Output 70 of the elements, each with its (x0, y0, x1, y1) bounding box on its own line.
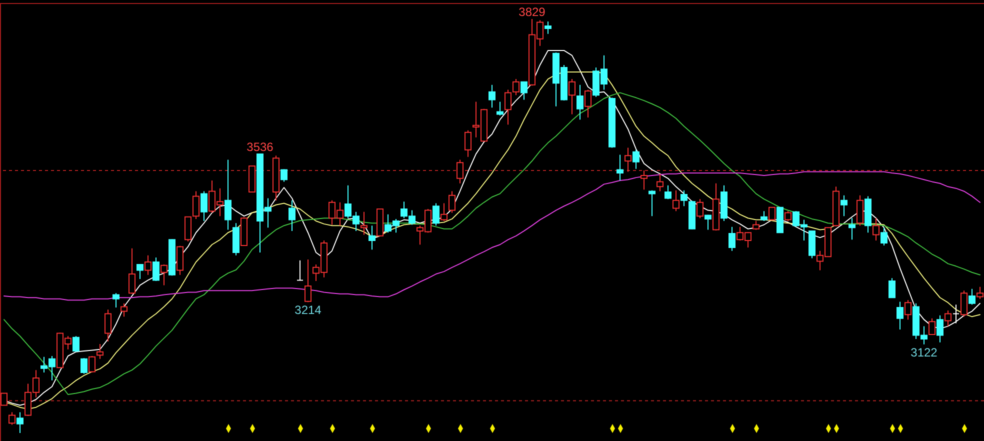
candlestick (856, 194, 864, 226)
candlestick (160, 264, 168, 286)
candlestick (128, 248, 136, 294)
candlestick (72, 336, 80, 352)
candlestick (200, 190, 208, 222)
candlestick (784, 210, 792, 222)
candlestick (936, 314, 944, 343)
candlestick (88, 355, 96, 374)
annotation: 3122 (910, 345, 938, 360)
candlestick (520, 81, 528, 100)
candlestick (576, 84, 584, 120)
candlestick (584, 89, 592, 118)
candlestick (224, 159, 232, 230)
candlestick (760, 210, 768, 222)
candlestick (616, 154, 624, 181)
candlestick (304, 259, 312, 303)
candlestick (904, 300, 912, 320)
annotation: 3536 (246, 140, 274, 154)
candlestick (656, 173, 664, 192)
candlestick (280, 168, 288, 182)
candlestick (848, 218, 856, 240)
candlestick (880, 227, 888, 246)
candlestick (440, 202, 448, 222)
candlestick (648, 190, 656, 217)
candlestick (624, 147, 632, 172)
candlestick (80, 358, 88, 374)
candlestick (432, 202, 440, 226)
candlestick (112, 292, 120, 308)
candlestick (288, 200, 296, 232)
candlestick (696, 198, 704, 219)
candlestick (896, 301, 904, 330)
candlestick (872, 218, 880, 241)
candlestick (544, 20, 552, 34)
annotation: 3829 (518, 5, 546, 19)
candlestick (840, 194, 848, 217)
candlestick (456, 159, 464, 184)
candlestick (192, 190, 200, 220)
candlestick (632, 149, 640, 170)
candlestick (488, 84, 496, 108)
candlestick (464, 130, 472, 158)
candlestick (296, 260, 304, 281)
candlestick (360, 211, 368, 236)
candlestick (704, 214, 712, 230)
candlestick (104, 309, 112, 342)
candlestick (944, 310, 952, 327)
candlestick (952, 304, 960, 324)
candlestick (928, 318, 936, 336)
candlestick (448, 190, 456, 214)
candlestick (640, 170, 648, 190)
candlestick (120, 302, 128, 318)
candlestick (368, 225, 376, 250)
candlestick (136, 264, 144, 280)
candlestick (144, 254, 152, 276)
candlestick (680, 190, 688, 207)
candlestick (176, 245, 184, 276)
candlestick (728, 226, 736, 252)
candlestick (568, 78, 576, 115)
candlestick (960, 290, 968, 318)
annotation: 3214 (294, 303, 322, 318)
candlestick (888, 278, 896, 299)
candlestick (968, 288, 976, 306)
candlestick (152, 256, 160, 282)
candlestick (96, 343, 104, 360)
candlestick (672, 190, 680, 212)
candlestick (8, 412, 16, 426)
candlestick (184, 216, 192, 242)
candlestick (16, 412, 24, 434)
candlestick (496, 101, 504, 116)
candlestick (664, 184, 672, 200)
candlestick (768, 206, 776, 221)
